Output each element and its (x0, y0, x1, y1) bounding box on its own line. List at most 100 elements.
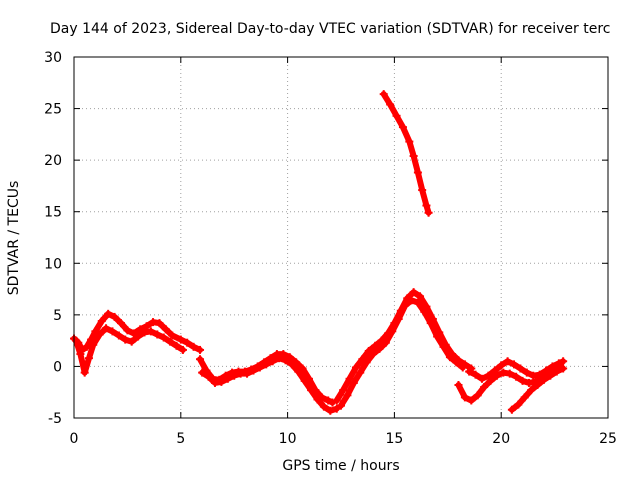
y-tick-label: 10 (44, 256, 62, 272)
data-point (499, 368, 508, 377)
data-point (477, 374, 486, 383)
data-point (142, 322, 151, 331)
data-point (249, 366, 258, 375)
data-point (262, 360, 271, 369)
data-point (510, 360, 519, 369)
data-point (217, 377, 226, 386)
data-point (149, 318, 158, 327)
data-point (507, 405, 516, 414)
data-point (102, 324, 111, 333)
data-point (413, 168, 422, 177)
data-point (364, 346, 373, 355)
data-point (514, 400, 523, 409)
data-point (108, 327, 117, 336)
data-point (439, 342, 448, 351)
data-point (255, 363, 264, 372)
x-tick-label: 15 (385, 431, 403, 447)
data-point (552, 367, 561, 376)
plot-frame (73, 56, 609, 419)
data-point (127, 337, 136, 346)
data-point (426, 319, 435, 328)
data-point (196, 355, 205, 364)
data-point (337, 401, 345, 410)
data-point (358, 355, 367, 364)
data-point (345, 374, 354, 383)
data-point (480, 383, 489, 392)
data-point (172, 341, 181, 350)
data-point (114, 331, 123, 340)
data-point (546, 371, 555, 380)
data-point (433, 332, 442, 341)
data-point (473, 391, 482, 400)
data-point (313, 395, 322, 404)
data-point (97, 317, 106, 326)
tick-labels: 0 5 10 15 20 25 -5 0 5 10 15 20 25 30 (44, 50, 617, 447)
data-point (153, 330, 162, 339)
x-tick-label: 10 (279, 431, 297, 447)
data-point (490, 366, 499, 375)
data-point (471, 370, 480, 379)
data-point (89, 340, 98, 349)
data-point (535, 370, 544, 379)
series-arc-1 (71, 310, 203, 353)
data-point (394, 314, 403, 323)
data-point (95, 330, 104, 339)
data-point (84, 354, 93, 363)
data-point (298, 364, 307, 373)
data-point (424, 208, 433, 217)
data-point (484, 371, 493, 380)
data-point (392, 111, 401, 120)
data-point (420, 307, 429, 316)
chart-title: Day 144 of 2023, Sidereal Day-to-day VTE… (50, 21, 610, 37)
y-tick-label: 15 (44, 205, 62, 221)
data-point (168, 331, 177, 340)
data-point (155, 319, 164, 328)
data-point (386, 100, 395, 109)
x-axis-label: GPS time / hours (282, 458, 399, 474)
data-point (110, 312, 119, 321)
data-point (196, 345, 205, 354)
data-point (554, 359, 563, 368)
data-point (300, 376, 309, 385)
data-point (91, 327, 100, 336)
data-point (381, 338, 390, 347)
data-point (379, 90, 388, 99)
y-tick-label: 5 (53, 308, 62, 324)
data-point (230, 371, 239, 380)
data-point (343, 391, 352, 400)
data-point (140, 328, 149, 337)
data-point (176, 335, 185, 344)
y-tick-label: 25 (44, 102, 62, 118)
data-point (375, 344, 384, 353)
data-point (533, 380, 542, 389)
data-point (505, 369, 514, 378)
data-point (166, 337, 175, 346)
series-arc-7 (380, 91, 432, 216)
data-point (351, 363, 360, 372)
data-point (326, 406, 335, 415)
data-point (454, 380, 463, 389)
y-tick-label: 20 (44, 153, 62, 169)
data-point (409, 152, 418, 161)
data-point (332, 396, 341, 405)
data-point (307, 386, 316, 395)
data-point (422, 201, 431, 210)
data-point (524, 378, 533, 387)
data-point (512, 372, 521, 381)
data-point (116, 319, 125, 328)
data-point (416, 292, 425, 301)
data-point (294, 367, 303, 376)
x-tick-label: 0 (70, 431, 79, 447)
series-arc-6 (338, 297, 466, 409)
data-point (123, 326, 132, 335)
data-point (369, 350, 378, 359)
data-point (452, 358, 461, 367)
y-tick-label: 0 (53, 359, 62, 375)
data-point (198, 368, 207, 377)
data-point (407, 296, 416, 305)
data-point (516, 364, 525, 373)
data-point (223, 374, 232, 383)
data-point (121, 335, 130, 344)
